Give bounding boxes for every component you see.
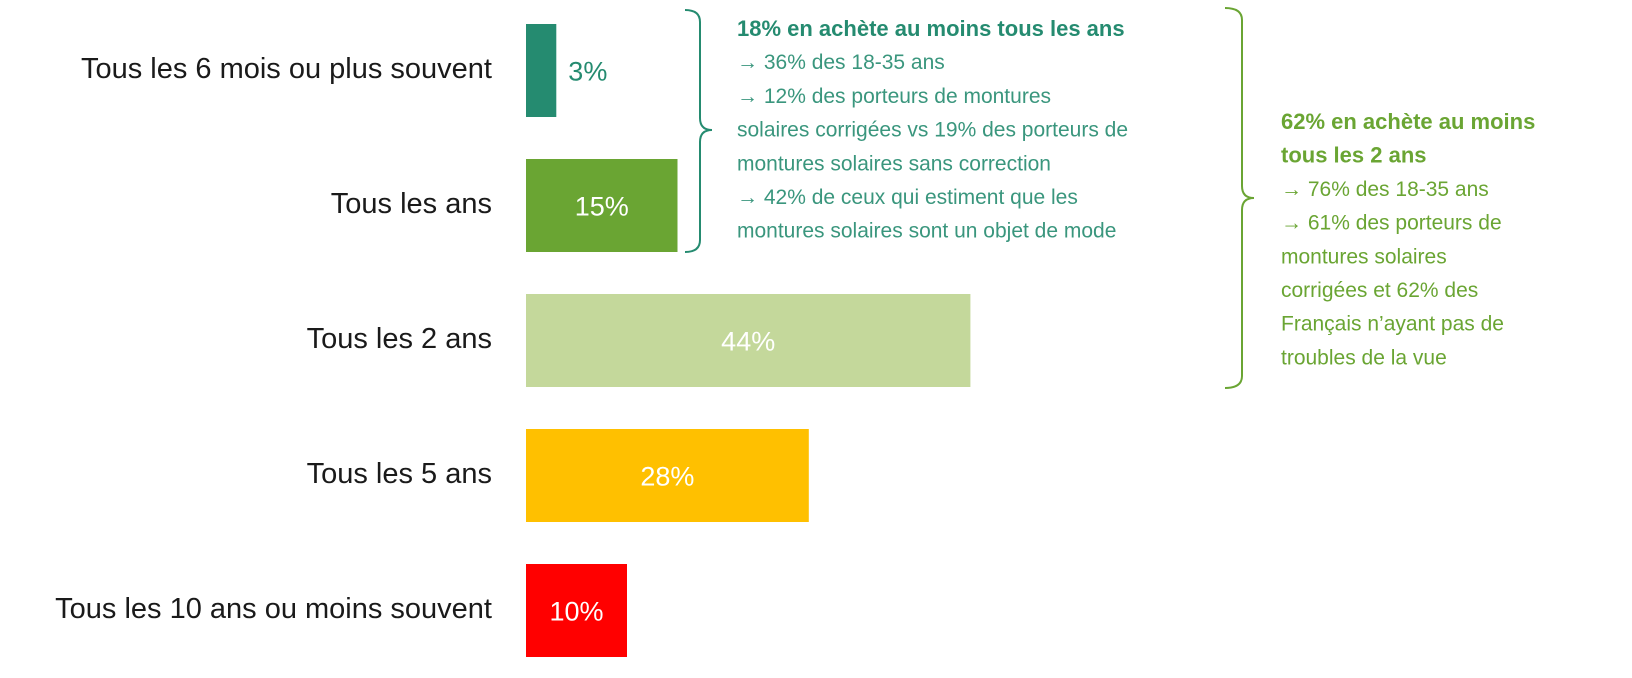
annotation-line: solaires corrigées vs 19% des porteurs d… — [737, 119, 1128, 142]
category-label: Tous les 10 ans ou moins souvent — [55, 593, 492, 625]
annotation-line: Français n’ayant pas de — [1281, 313, 1504, 336]
category-label: Tous les 2 ans — [307, 323, 492, 355]
annotation-title: 18% en achète au moins tous les ans — [737, 16, 1125, 41]
value-label: 3% — [568, 57, 607, 87]
annotation-line: → 36% des 18-35 ans — [737, 51, 945, 74]
annotation-line: troubles de la vue — [1281, 346, 1447, 369]
value-label: 10% — [549, 597, 603, 627]
category-label: Tous les 5 ans — [307, 458, 492, 490]
category-label: Tous les 6 mois ou plus souvent — [81, 53, 492, 85]
bar — [526, 24, 557, 117]
annotation-line: → 76% des 18-35 ans — [1281, 178, 1489, 201]
value-label: 28% — [640, 462, 694, 492]
brace — [684, 9, 713, 253]
value-label: 44% — [721, 327, 775, 357]
annotation-line: montures solaires sont un objet de mode — [737, 220, 1116, 243]
value-label: 15% — [575, 192, 629, 222]
annotation-title: 62% en achète au moins — [1281, 109, 1535, 134]
brace — [1224, 7, 1255, 389]
bar — [526, 564, 627, 657]
annotation-line: → 12% des porteurs de montures — [737, 85, 1051, 108]
annotation-title: tous les 2 ans — [1281, 143, 1427, 168]
annotation-line: corrigées et 62% des — [1281, 279, 1478, 302]
annotation-line: → 42% de ceux qui estiment que les — [737, 186, 1078, 209]
annotation-line: → 61% des porteurs de — [1281, 212, 1502, 235]
bar — [526, 429, 809, 522]
bar — [526, 294, 971, 387]
annotation-line: montures solaires sans correction — [737, 152, 1051, 175]
annotation-line: montures solaires — [1281, 245, 1447, 268]
category-label: Tous les ans — [331, 188, 492, 220]
bar — [526, 159, 678, 252]
